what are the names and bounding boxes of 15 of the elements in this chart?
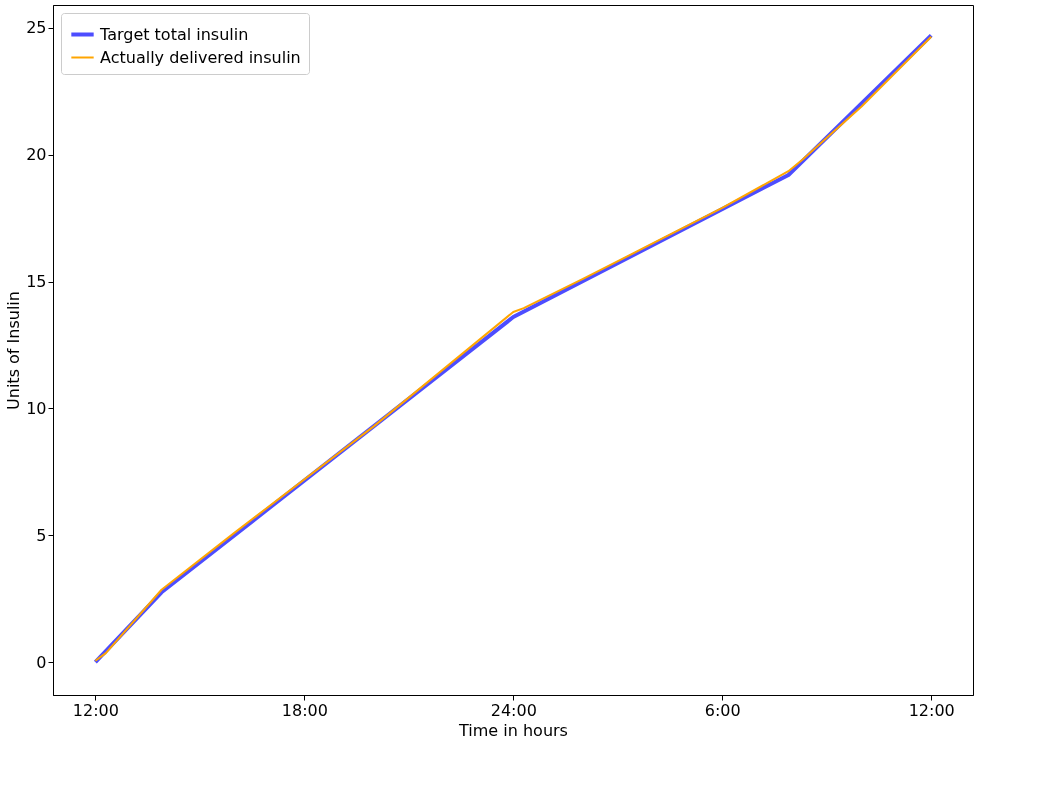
y-axis-title: Units of Insulin (4, 291, 24, 410)
x-tick-label: 12:00 (72, 700, 119, 720)
x-tick-label: 6:00 (704, 700, 741, 720)
x-tick-label: 12:00 (908, 700, 955, 720)
x-tick-label: 24:00 (490, 700, 537, 720)
x-tick-label: 18:00 (281, 700, 328, 720)
y-tick-label: 25 (26, 18, 47, 38)
legend-label: Actually delivered insulin (100, 47, 301, 67)
x-axis-title: Time in hours (458, 720, 568, 740)
y-tick-label: 0 (36, 652, 47, 672)
legend-label: Target total insulin (99, 24, 249, 44)
y-tick-label: 5 (36, 525, 47, 545)
y-tick-label: 10 (26, 398, 47, 418)
y-tick-label: 15 (26, 272, 47, 292)
y-tick-label: 20 (26, 145, 47, 165)
